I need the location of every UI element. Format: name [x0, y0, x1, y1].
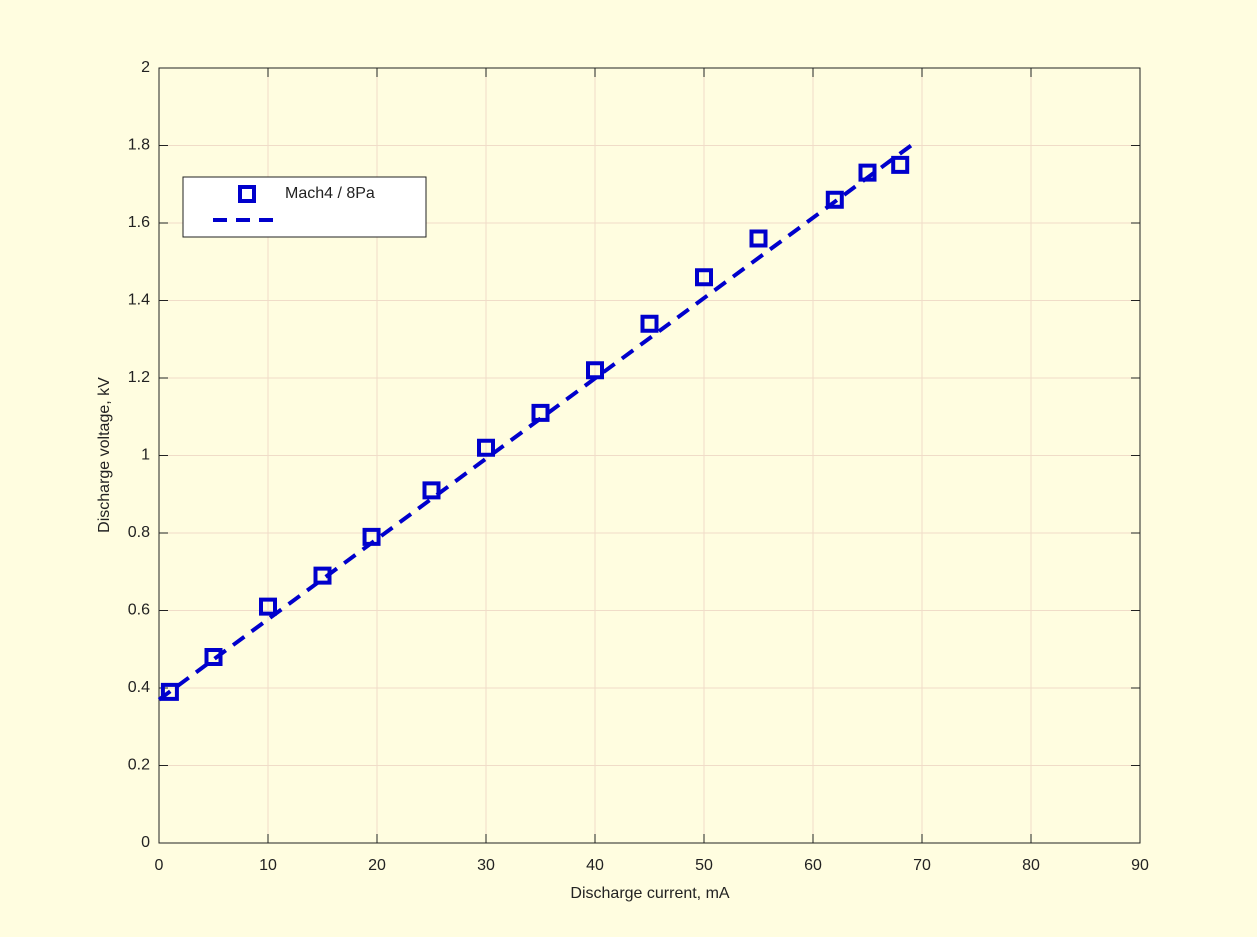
- data-point: [695, 268, 713, 287]
- x-tick-label: 0: [155, 857, 164, 874]
- y-tick-label: 0: [141, 834, 150, 851]
- data-point: [640, 314, 659, 333]
- y-tick-label: 0.2: [128, 757, 150, 774]
- legend-box: [182, 176, 427, 238]
- y-tick-label: 1.8: [128, 137, 150, 154]
- data-point: [204, 648, 223, 666]
- data-point: [891, 155, 910, 174]
- data-point: [422, 481, 441, 500]
- y-tick-label: 1: [141, 447, 150, 464]
- data-point: [749, 229, 768, 248]
- data-point: [259, 597, 277, 616]
- x-tick-label: 80: [1022, 857, 1040, 874]
- x-axis-label: Discharge current, mA: [570, 885, 729, 902]
- y-tick-label: 0.6: [128, 602, 150, 619]
- y-tick-label: 2: [141, 59, 150, 76]
- y-tick-label: 1.4: [128, 292, 150, 309]
- axes-box: [158, 67, 1141, 844]
- x-tick-label: 50: [695, 857, 713, 874]
- legend: Mach4 / 8Pa: [182, 176, 427, 238]
- x-tick-label: 70: [913, 857, 931, 874]
- y-tick-label: 0.8: [128, 524, 150, 541]
- y-tick-label: 0.4: [128, 679, 150, 696]
- data-point: [160, 682, 179, 701]
- legend-label: Mach4 / 8Pa: [285, 185, 375, 202]
- legend-marker: [238, 185, 256, 203]
- x-tick-label: 20: [368, 857, 386, 874]
- x-tick-label: 90: [1131, 857, 1149, 874]
- x-tick-label: 10: [259, 857, 277, 874]
- y-axis-label: Discharge voltage, kV: [96, 377, 113, 533]
- y-tick-label: 1.6: [128, 214, 150, 231]
- x-tick-label: 40: [586, 857, 604, 874]
- fit-line: [157, 143, 913, 702]
- x-tick-label: 60: [804, 857, 822, 874]
- data-point: [825, 190, 844, 209]
- x-tick-label: 30: [477, 857, 495, 874]
- y-tick-label: 1.2: [128, 369, 150, 386]
- data-point: [477, 438, 495, 457]
